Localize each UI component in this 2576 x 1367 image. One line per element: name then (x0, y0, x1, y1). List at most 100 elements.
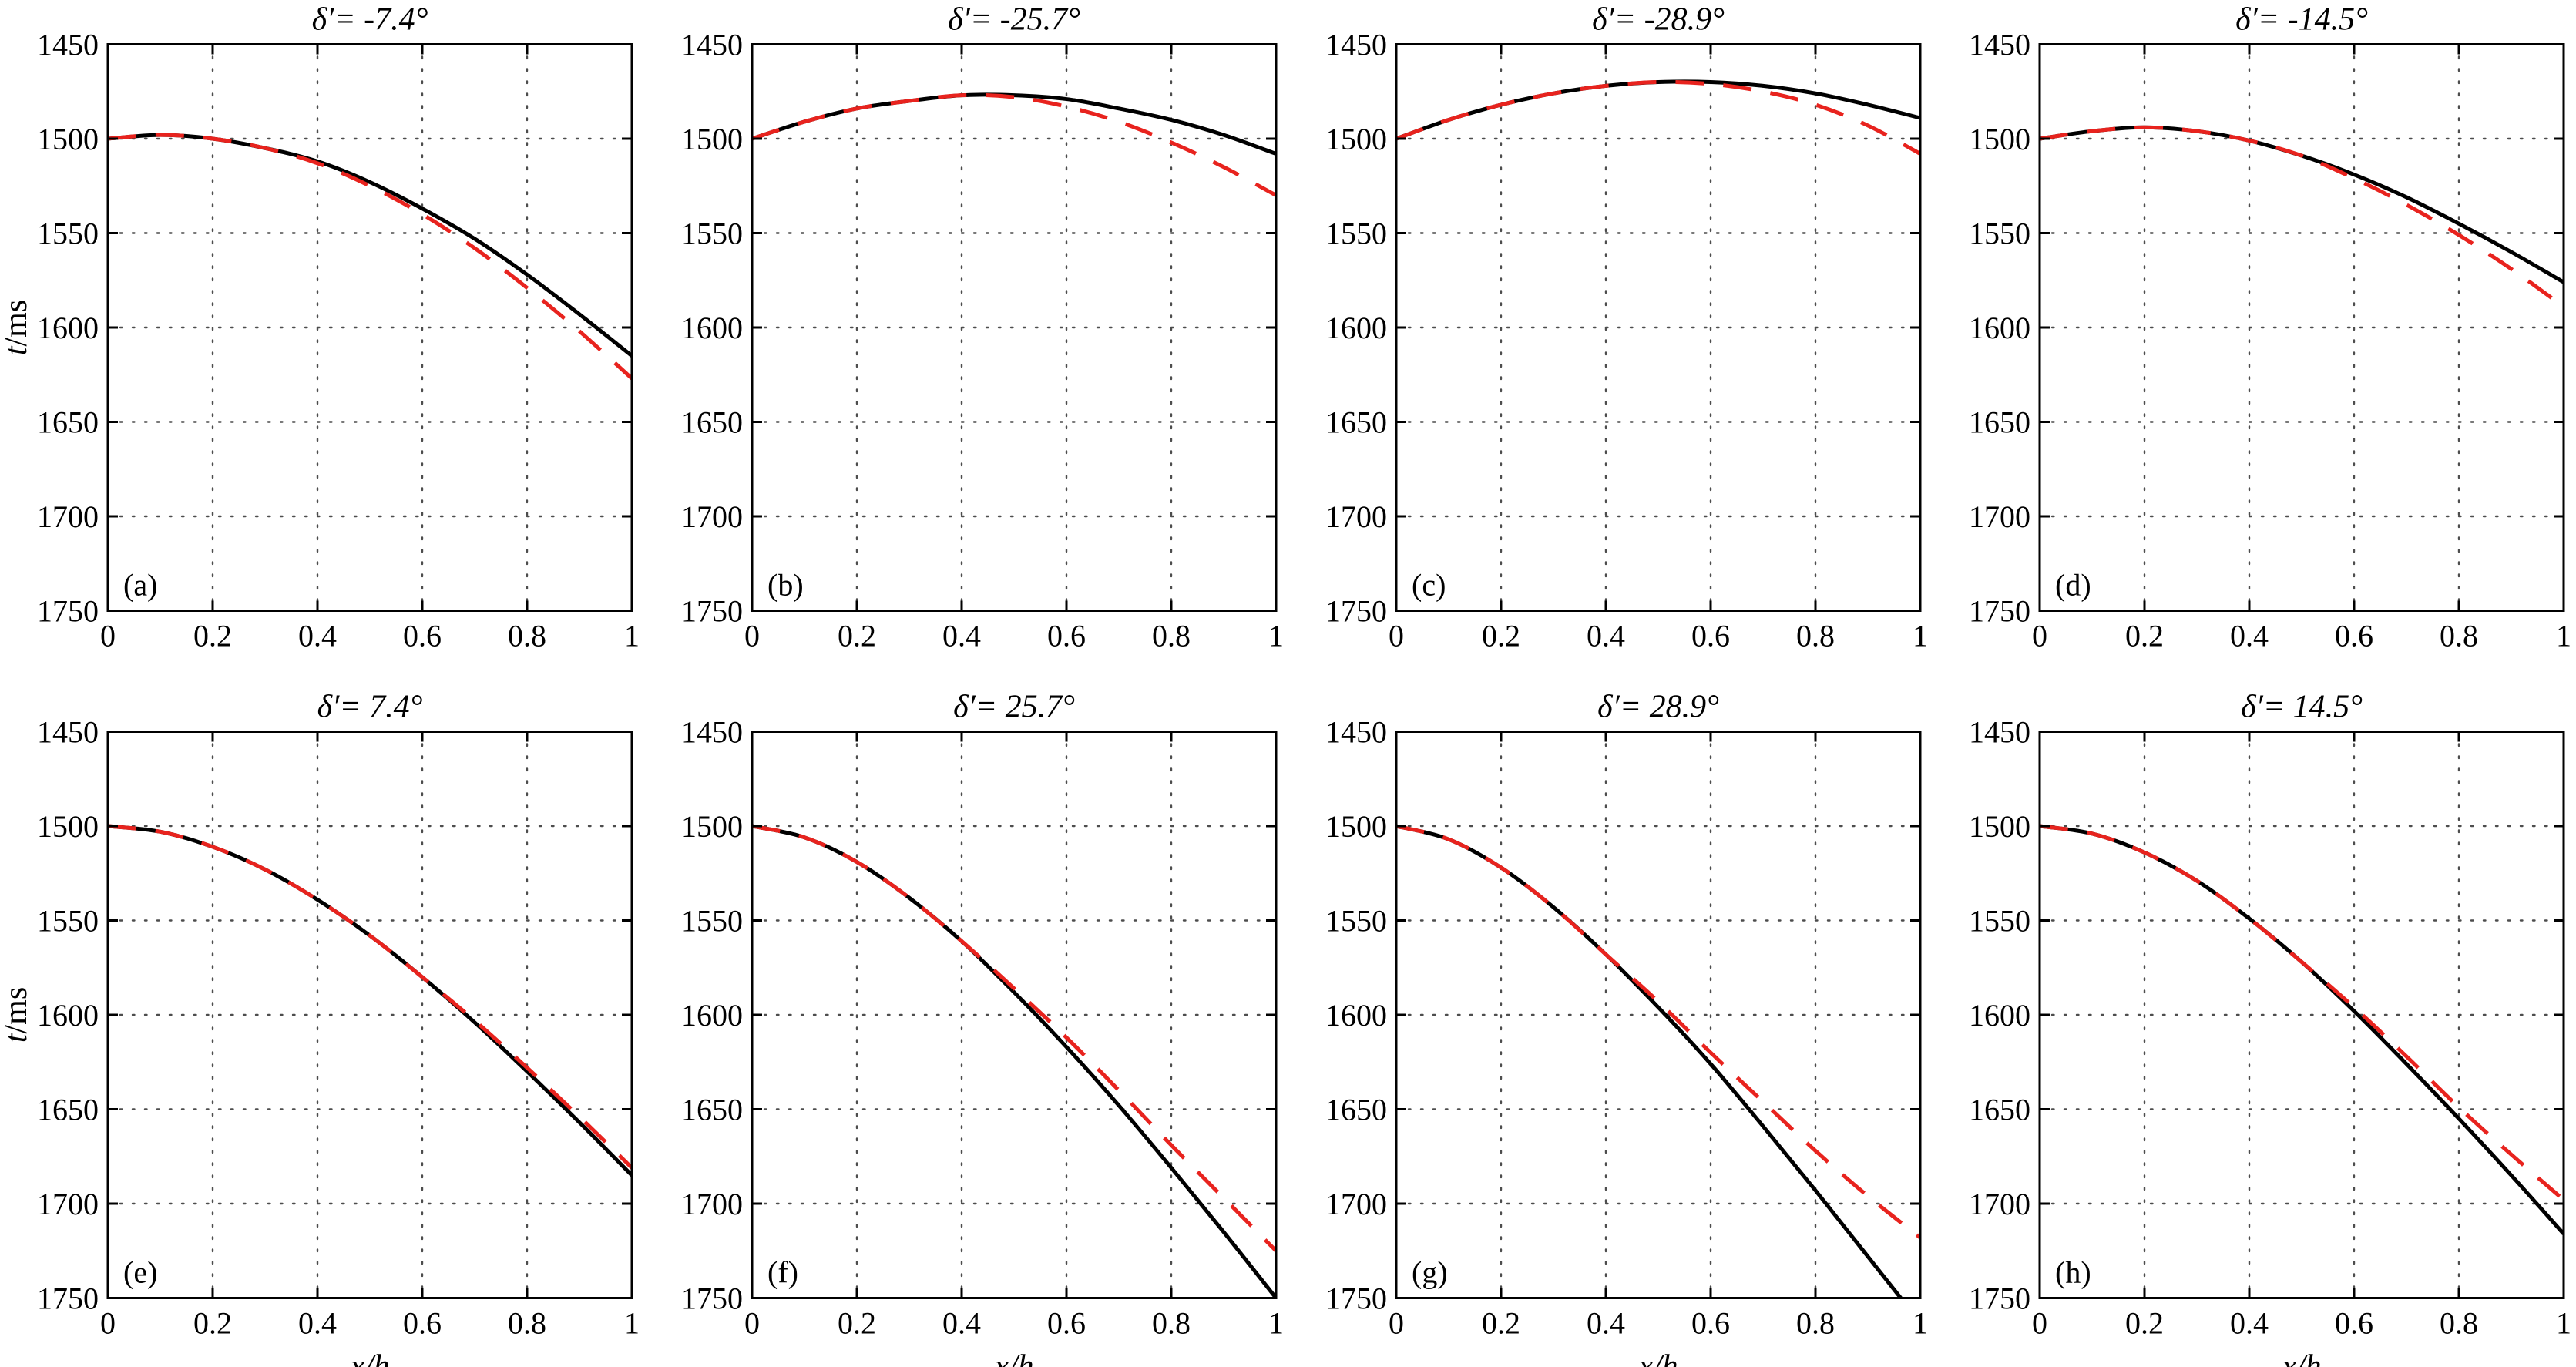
x-tick-label: 0.2 (1482, 619, 1520, 653)
y-tick-label: 1500 (681, 122, 743, 156)
red-dashed-curve (751, 824, 1276, 1253)
y-tick-label: 1650 (1969, 405, 2030, 440)
x-tick-label: 0 (744, 1306, 760, 1341)
x-tick-label: 0.2 (838, 619, 876, 653)
x-tick-label: 0.6 (1691, 619, 1730, 653)
x-tick-label: 0.8 (2440, 1306, 2478, 1341)
y-tick-label: 1600 (37, 998, 99, 1033)
x-axis-label: x/h (349, 1349, 389, 1367)
x-axis-label: x/h (1637, 1349, 1678, 1367)
black-solid-curve (751, 824, 1276, 1298)
corner-label: (g) (1412, 1255, 1448, 1290)
y-tick-label: 1450 (1969, 28, 2030, 62)
subplot-svg-g: 0 0.2 0.4 0.6 0.8 1 1450 1500 1550 1600 1650 1700 17… (1325, 690, 1928, 1367)
corner-label: (a) (123, 568, 157, 603)
subplot-title: δ′= -14.5° (2235, 2, 2368, 38)
subplot-f: 0 0.2 0.4 0.6 0.8 1 1450 1500 1550 1600 1650 1700 17… (644, 687, 1288, 1367)
y-tick-label: 1750 (1969, 1281, 2030, 1316)
subplot-title: δ′= 14.5° (2241, 690, 2363, 725)
x-tick-label: 0.8 (508, 1306, 546, 1341)
x-tick-label: 0.8 (1152, 1306, 1191, 1341)
y-tick-label: 1650 (681, 1093, 743, 1127)
y-tick-label: 1650 (37, 1093, 99, 1127)
y-tick-label: 1700 (681, 1187, 743, 1221)
x-tick-label: 0.2 (2125, 1306, 2164, 1341)
y-tick-label: 1550 (681, 217, 743, 251)
red-dashed-curve (108, 824, 632, 1170)
subplot-svg-a: 0 0.2 0.4 0.6 0.8 1 1450 1500 1550 1600 1650 1700 17… (0, 2, 640, 653)
subplot-title: δ′= 25.7° (953, 690, 1075, 725)
y-tick-label: 1750 (37, 594, 99, 629)
red-dashed-curve (2040, 824, 2564, 1201)
red-dashed-curve (751, 92, 1276, 197)
x-tick-label: 0.2 (1482, 1306, 1520, 1341)
subplot-svg-d: 0 0.2 0.4 0.6 0.8 1 1450 1500 1550 1600 1650 1700 17… (1969, 2, 2571, 653)
corner-label: (d) (2055, 568, 2091, 603)
x-tick-label: 0.6 (2335, 619, 2373, 653)
black-solid-curve (2040, 125, 2564, 284)
y-tick-label: 1450 (1325, 28, 1387, 62)
x-tick-label: 0.4 (942, 619, 981, 653)
subplot-g: 0 0.2 0.4 0.6 0.8 1 1450 1500 1550 1600 1650 1700 17… (1288, 687, 1933, 1367)
y-tick-label: 1500 (1325, 122, 1387, 156)
y-tick-label: 1550 (1969, 904, 2030, 939)
subplot-title: δ′= -7.4° (312, 2, 428, 38)
subplot-b: 0 0.2 0.4 0.6 0.8 1 1450 1500 1550 1600 1650 1700 17… (644, 0, 1288, 687)
y-tick-label: 1600 (681, 998, 743, 1033)
x-tick-label: 0.8 (2440, 619, 2478, 653)
x-tick-label: 0.6 (1047, 619, 1086, 653)
x-tick-label: 1 (1268, 1306, 1284, 1341)
x-tick-label: 1 (1268, 619, 1284, 653)
y-tick-label: 1650 (681, 405, 743, 440)
y-tick-label: 1500 (37, 809, 99, 844)
x-tick-label: 0.8 (1152, 619, 1191, 653)
y-tick-label: 1500 (1969, 809, 2030, 844)
x-tick-label: 0.2 (193, 619, 232, 653)
y-tick-label: 1450 (681, 28, 743, 62)
corner-label: (b) (767, 568, 804, 603)
y-tick-label: 1450 (1325, 715, 1387, 750)
y-tick-label: 1500 (1325, 809, 1387, 844)
x-tick-label: 0 (2032, 1306, 2047, 1341)
x-tick-label: 0.6 (2335, 1306, 2373, 1341)
x-tick-label: 0.2 (193, 1306, 232, 1341)
y-tick-label: 1500 (1969, 122, 2030, 156)
x-axis-label: x/h (993, 1349, 1033, 1367)
x-tick-label: 0.2 (2125, 619, 2164, 653)
y-tick-label: 1550 (37, 217, 99, 251)
corner-label: (e) (123, 1255, 157, 1290)
subplot-title: δ′= -25.7° (948, 2, 1080, 38)
y-tick-label: 1750 (681, 594, 743, 629)
y-tick-label: 1450 (1969, 715, 2030, 750)
x-tick-label: 0.4 (2230, 619, 2269, 653)
x-tick-label: 0 (100, 619, 116, 653)
subplot-svg-b: 0 0.2 0.4 0.6 0.8 1 1450 1500 1550 1600 1650 1700 17… (681, 2, 1284, 653)
y-tick-label: 1650 (1325, 1093, 1387, 1127)
black-solid-curve (108, 133, 632, 358)
x-tick-label: 0.4 (1587, 619, 1625, 653)
x-tick-label: 0.6 (1691, 1306, 1730, 1341)
x-tick-label: 0.6 (403, 619, 442, 653)
y-tick-label: 1450 (37, 28, 99, 62)
subplot-title: δ′= 7.4° (317, 690, 423, 725)
subplot-d: 0 0.2 0.4 0.6 0.8 1 1450 1500 1550 1600 1650 1700 17… (1932, 0, 2576, 687)
red-dashed-curve (2040, 125, 2564, 309)
black-solid-curve (751, 92, 1276, 156)
black-solid-curve (1395, 79, 1920, 141)
y-tick-label: 1600 (1325, 998, 1387, 1033)
x-tick-label: 0.4 (298, 619, 337, 653)
y-axis-label: t/ms (0, 300, 34, 355)
y-tick-label: 1750 (37, 1281, 99, 1316)
y-tick-label: 1700 (1325, 1187, 1387, 1221)
y-tick-label: 1550 (1969, 217, 2030, 251)
subplot-e: 0 0.2 0.4 0.6 0.8 1 1450 1500 1550 1600 1650 1700 17… (0, 687, 644, 1367)
x-tick-label: 0.8 (508, 619, 546, 653)
y-tick-label: 1550 (1325, 904, 1387, 939)
red-dashed-curve (1395, 824, 1920, 1240)
subplot-title: δ′= -28.9° (1592, 2, 1725, 38)
x-tick-label: 0.6 (403, 1306, 442, 1341)
y-tick-label: 1650 (37, 405, 99, 440)
subplot-a: 0 0.2 0.4 0.6 0.8 1 1450 1500 1550 1600 1650 1700 17… (0, 0, 644, 687)
y-tick-label: 1700 (1969, 499, 2030, 534)
